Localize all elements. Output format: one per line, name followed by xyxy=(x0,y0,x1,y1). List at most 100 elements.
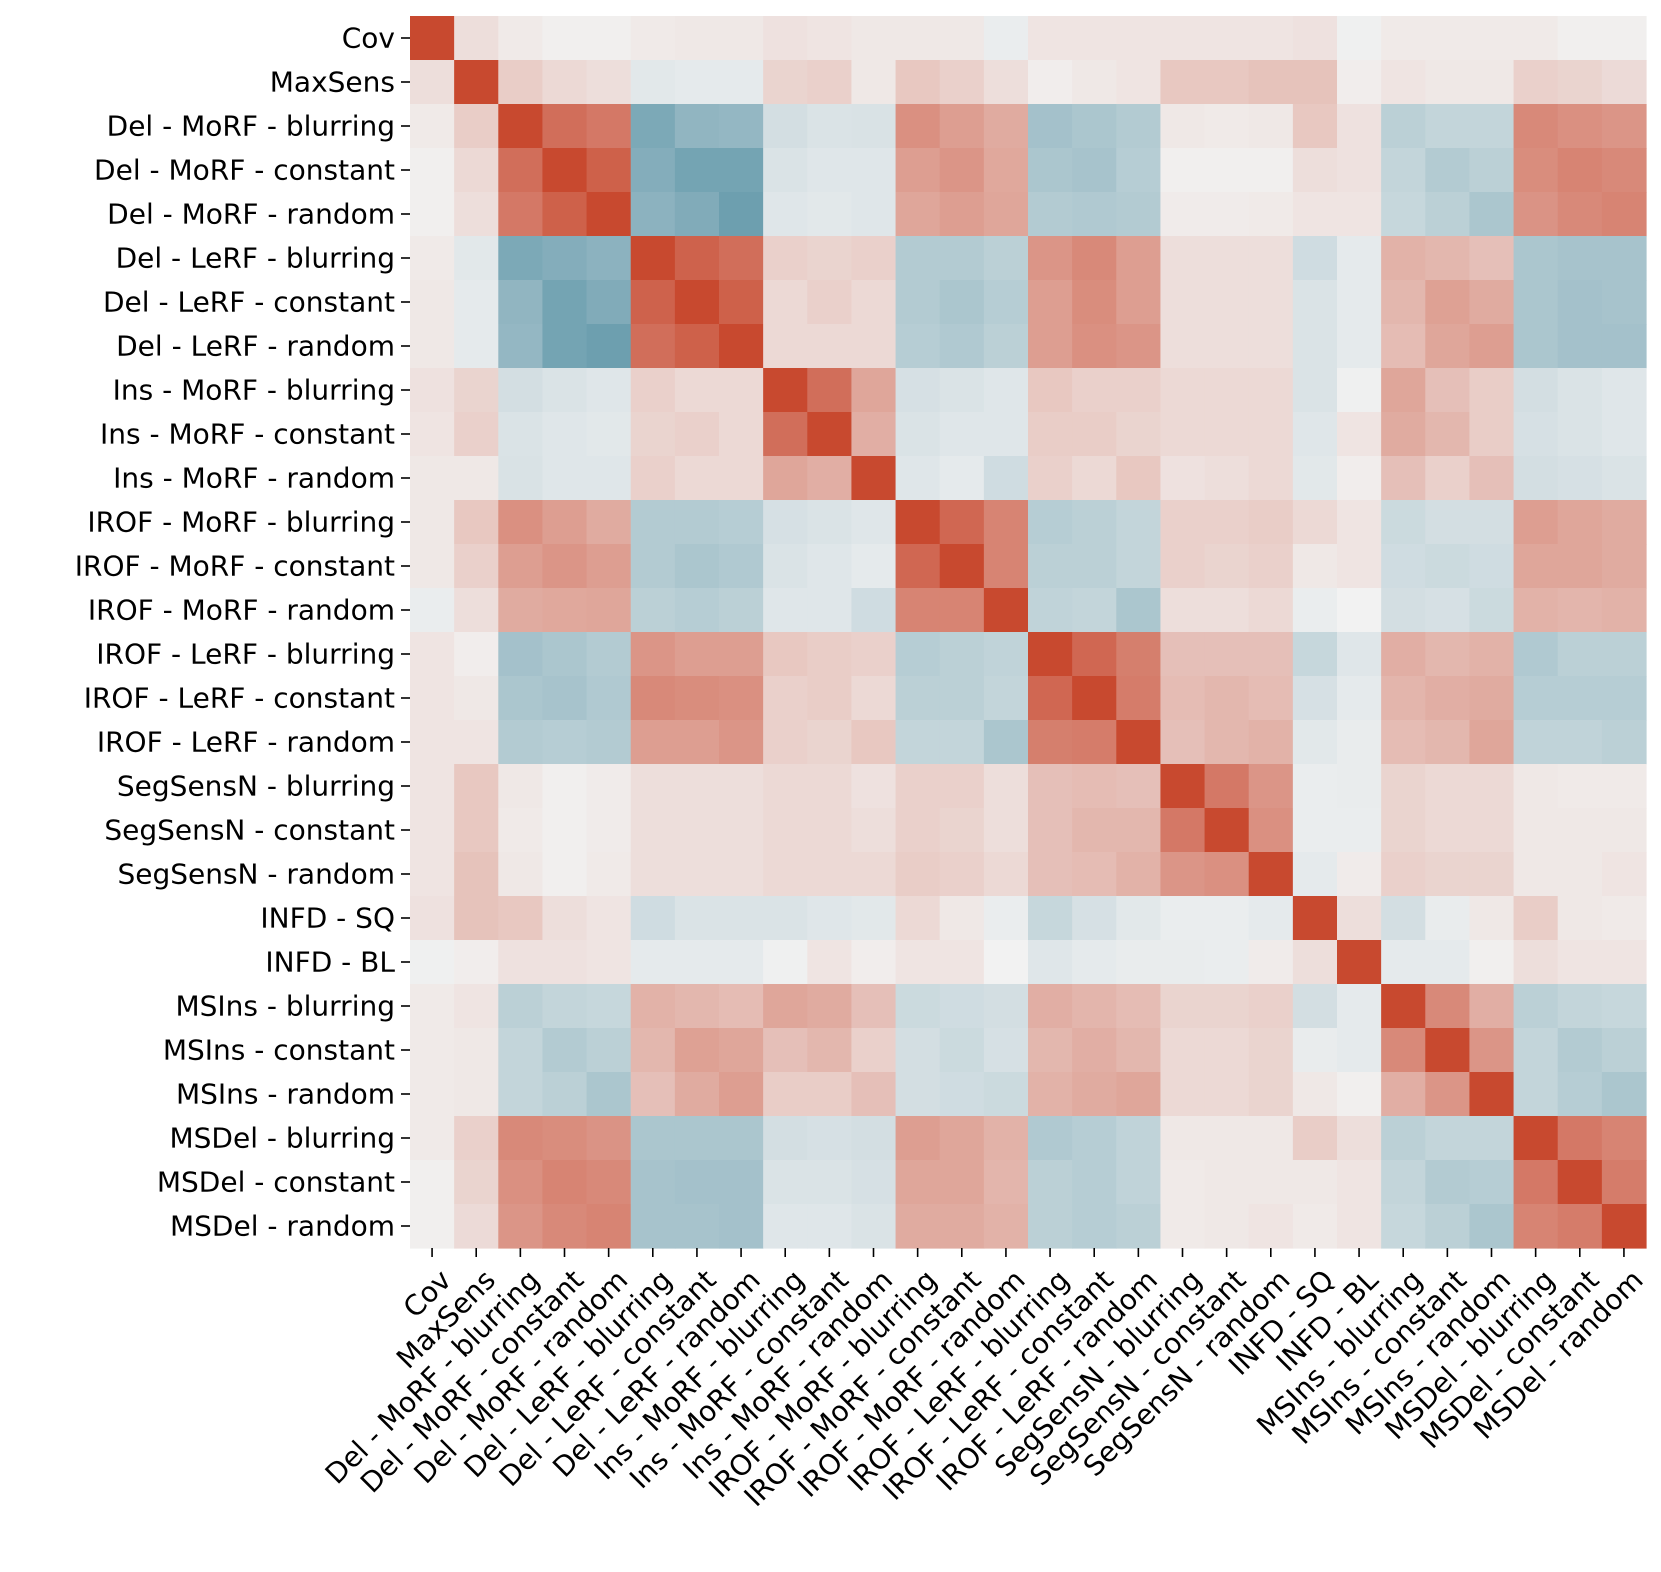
heatmap-cell-r17-c16 xyxy=(1116,764,1162,809)
heatmap-cell-r10-c25 xyxy=(1513,456,1559,501)
heatmap-cell-r13-c9 xyxy=(807,588,853,633)
heatmap-cell-r27-c25 xyxy=(1513,1204,1559,1249)
heatmap-cell-r17-c21 xyxy=(1337,764,1382,809)
heatmap-cell-r9-c2 xyxy=(498,412,544,457)
heatmap-cell-r26-c27 xyxy=(1601,1160,1647,1205)
heatmap-cell-r18-c16 xyxy=(1116,808,1162,853)
heatmap-cell-r18-c20 xyxy=(1292,808,1338,853)
heatmap-cell-r1-c3 xyxy=(542,60,588,105)
heatmap-cell-r26-c1 xyxy=(454,1160,499,1205)
heatmap-cell-r24-c13 xyxy=(983,1072,1029,1117)
heatmap-cell-r17-c1 xyxy=(454,764,499,809)
heatmap-cell-r8-c27 xyxy=(1601,368,1647,413)
heatmap-cell-r23-c6 xyxy=(674,1028,720,1073)
heatmap-cell-r11-c23 xyxy=(1425,500,1471,545)
heatmap-cell-r12-c18 xyxy=(1204,544,1250,589)
heatmap-cell-r24-c11 xyxy=(895,1072,941,1117)
heatmap-cell-r6-c0 xyxy=(410,280,455,325)
heatmap-cell-r14-c2 xyxy=(498,632,544,677)
heatmap-cell-r26-c23 xyxy=(1425,1160,1471,1205)
heatmap-cell-r13-c24 xyxy=(1469,588,1515,633)
heatmap-cell-r8-c3 xyxy=(542,368,588,413)
heatmap-cell-r25-c9 xyxy=(807,1116,853,1161)
heatmap-cell-r14-c4 xyxy=(586,632,632,677)
heatmap-cell-r23-c11 xyxy=(895,1028,941,1073)
heatmap-cell-r6-c6 xyxy=(674,280,720,325)
heatmap-cell-r2-c1 xyxy=(454,104,499,149)
heatmap-cell-r17-c15 xyxy=(1072,764,1117,809)
heatmap-cell-r27-c8 xyxy=(763,1204,808,1249)
heatmap-cell-r22-c26 xyxy=(1557,984,1603,1029)
heatmap-cell-r7-c20 xyxy=(1292,324,1338,369)
heatmap-cell-r21-c25 xyxy=(1513,940,1559,985)
heatmap-cell-r13-c25 xyxy=(1513,588,1559,633)
heatmap-cell-r20-c23 xyxy=(1425,896,1471,941)
heatmap-cell-r12-c11 xyxy=(895,544,941,589)
heatmap-cell-r22-c22 xyxy=(1381,984,1426,1029)
heatmap-cell-r10-c16 xyxy=(1116,456,1162,501)
heatmap-cell-r15-c26 xyxy=(1557,676,1603,721)
heatmap-cell-r1-c18 xyxy=(1204,60,1250,105)
heatmap-cell-r22-c2 xyxy=(498,984,544,1029)
heatmap-cell-r27-c23 xyxy=(1425,1204,1471,1249)
heatmap-cell-r18-c12 xyxy=(939,808,985,853)
heatmap-cell-r10-c17 xyxy=(1160,456,1206,501)
heatmap-cell-r24-c5 xyxy=(630,1072,676,1117)
heatmap-cell-r21-c9 xyxy=(807,940,853,985)
heatmap-cell-r19-c22 xyxy=(1381,852,1426,897)
heatmap-cell-r25-c0 xyxy=(410,1116,455,1161)
heatmap-cell-r6-c21 xyxy=(1337,280,1382,325)
heatmap-cell-r18-c25 xyxy=(1513,808,1559,853)
heatmap-cell-r14-c13 xyxy=(983,632,1029,677)
heatmap-cell-r25-c26 xyxy=(1557,1116,1603,1161)
heatmap-cell-r25-c8 xyxy=(763,1116,808,1161)
heatmap-cell-r2-c20 xyxy=(1292,104,1338,149)
heatmap-cell-r5-c7 xyxy=(719,236,764,281)
heatmap-cell-r16-c19 xyxy=(1248,720,1294,765)
heatmap-cell-r19-c1 xyxy=(454,852,499,897)
heatmap-cell-r6-c9 xyxy=(807,280,853,325)
heatmap-cell-r6-c22 xyxy=(1381,280,1426,325)
heatmap-cell-r6-c12 xyxy=(939,280,985,325)
heatmap-cell-r22-c25 xyxy=(1513,984,1559,1029)
heatmap-cell-r2-c27 xyxy=(1601,104,1647,149)
heatmap-cell-r20-c27 xyxy=(1601,896,1647,941)
heatmap-cell-r21-c4 xyxy=(586,940,632,985)
heatmap-cell-r8-c22 xyxy=(1381,368,1426,413)
heatmap-cell-r13-c3 xyxy=(542,588,588,633)
heatmap-cell-r15-c2 xyxy=(498,676,544,721)
heatmap-cell-r17-c19 xyxy=(1248,764,1294,809)
heatmap-cell-r1-c20 xyxy=(1292,60,1338,105)
heatmap-cell-r16-c27 xyxy=(1601,720,1647,765)
heatmap-cell-r19-c14 xyxy=(1028,852,1073,897)
heatmap-cell-r11-c20 xyxy=(1292,500,1338,545)
heatmap-cell-r13-c6 xyxy=(674,588,720,633)
heatmap-cell-r22-c16 xyxy=(1116,984,1162,1029)
heatmap-cell-r19-c4 xyxy=(586,852,632,897)
heatmap-cell-r12-c8 xyxy=(763,544,808,589)
heatmap-cell-r27-c0 xyxy=(410,1204,455,1249)
heatmap-cell-r12-c16 xyxy=(1116,544,1162,589)
heatmap-cell-r27-c14 xyxy=(1028,1204,1073,1249)
heatmap-cell-r12-c5 xyxy=(630,544,676,589)
heatmap-cell-r8-c18 xyxy=(1204,368,1250,413)
heatmap-cell-r16-c1 xyxy=(454,720,499,765)
heatmap-cell-r9-c16 xyxy=(1116,412,1162,457)
heatmap-cell-r14-c1 xyxy=(454,632,499,677)
heatmap-cell-r9-c7 xyxy=(719,412,764,457)
heatmap-cell-r2-c18 xyxy=(1204,104,1250,149)
heatmap-cell-r23-c13 xyxy=(983,1028,1029,1073)
heatmap-cell-r4-c13 xyxy=(983,192,1029,237)
heatmap-cell-r15-c12 xyxy=(939,676,985,721)
heatmap-cell-r7-c19 xyxy=(1248,324,1294,369)
heatmap-cell-r0-c22 xyxy=(1381,16,1426,61)
heatmap-cell-r25-c10 xyxy=(851,1116,897,1161)
heatmap-cell-r19-c8 xyxy=(763,852,808,897)
heatmap-cell-r14-c23 xyxy=(1425,632,1471,677)
heatmap-cell-r0-c14 xyxy=(1028,16,1073,61)
heatmap-cell-r26-c8 xyxy=(763,1160,808,1205)
heatmap-cell-r24-c25 xyxy=(1513,1072,1559,1117)
heatmap-cell-r26-c22 xyxy=(1381,1160,1426,1205)
heatmap-cell-r13-c5 xyxy=(630,588,676,633)
heatmap-cell-r11-c21 xyxy=(1337,500,1382,545)
